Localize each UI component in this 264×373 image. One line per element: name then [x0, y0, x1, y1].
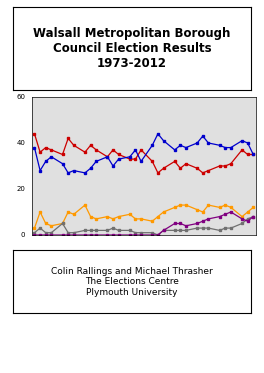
Text: Colin Rallings and Michael Thrasher
The Elections Centre
Plymouth University: Colin Rallings and Michael Thrasher The … [51, 267, 213, 297]
Text: Walsall Metropolitan Borough
Council Election Results
1973-2012: Walsall Metropolitan Borough Council Ele… [33, 27, 231, 70]
